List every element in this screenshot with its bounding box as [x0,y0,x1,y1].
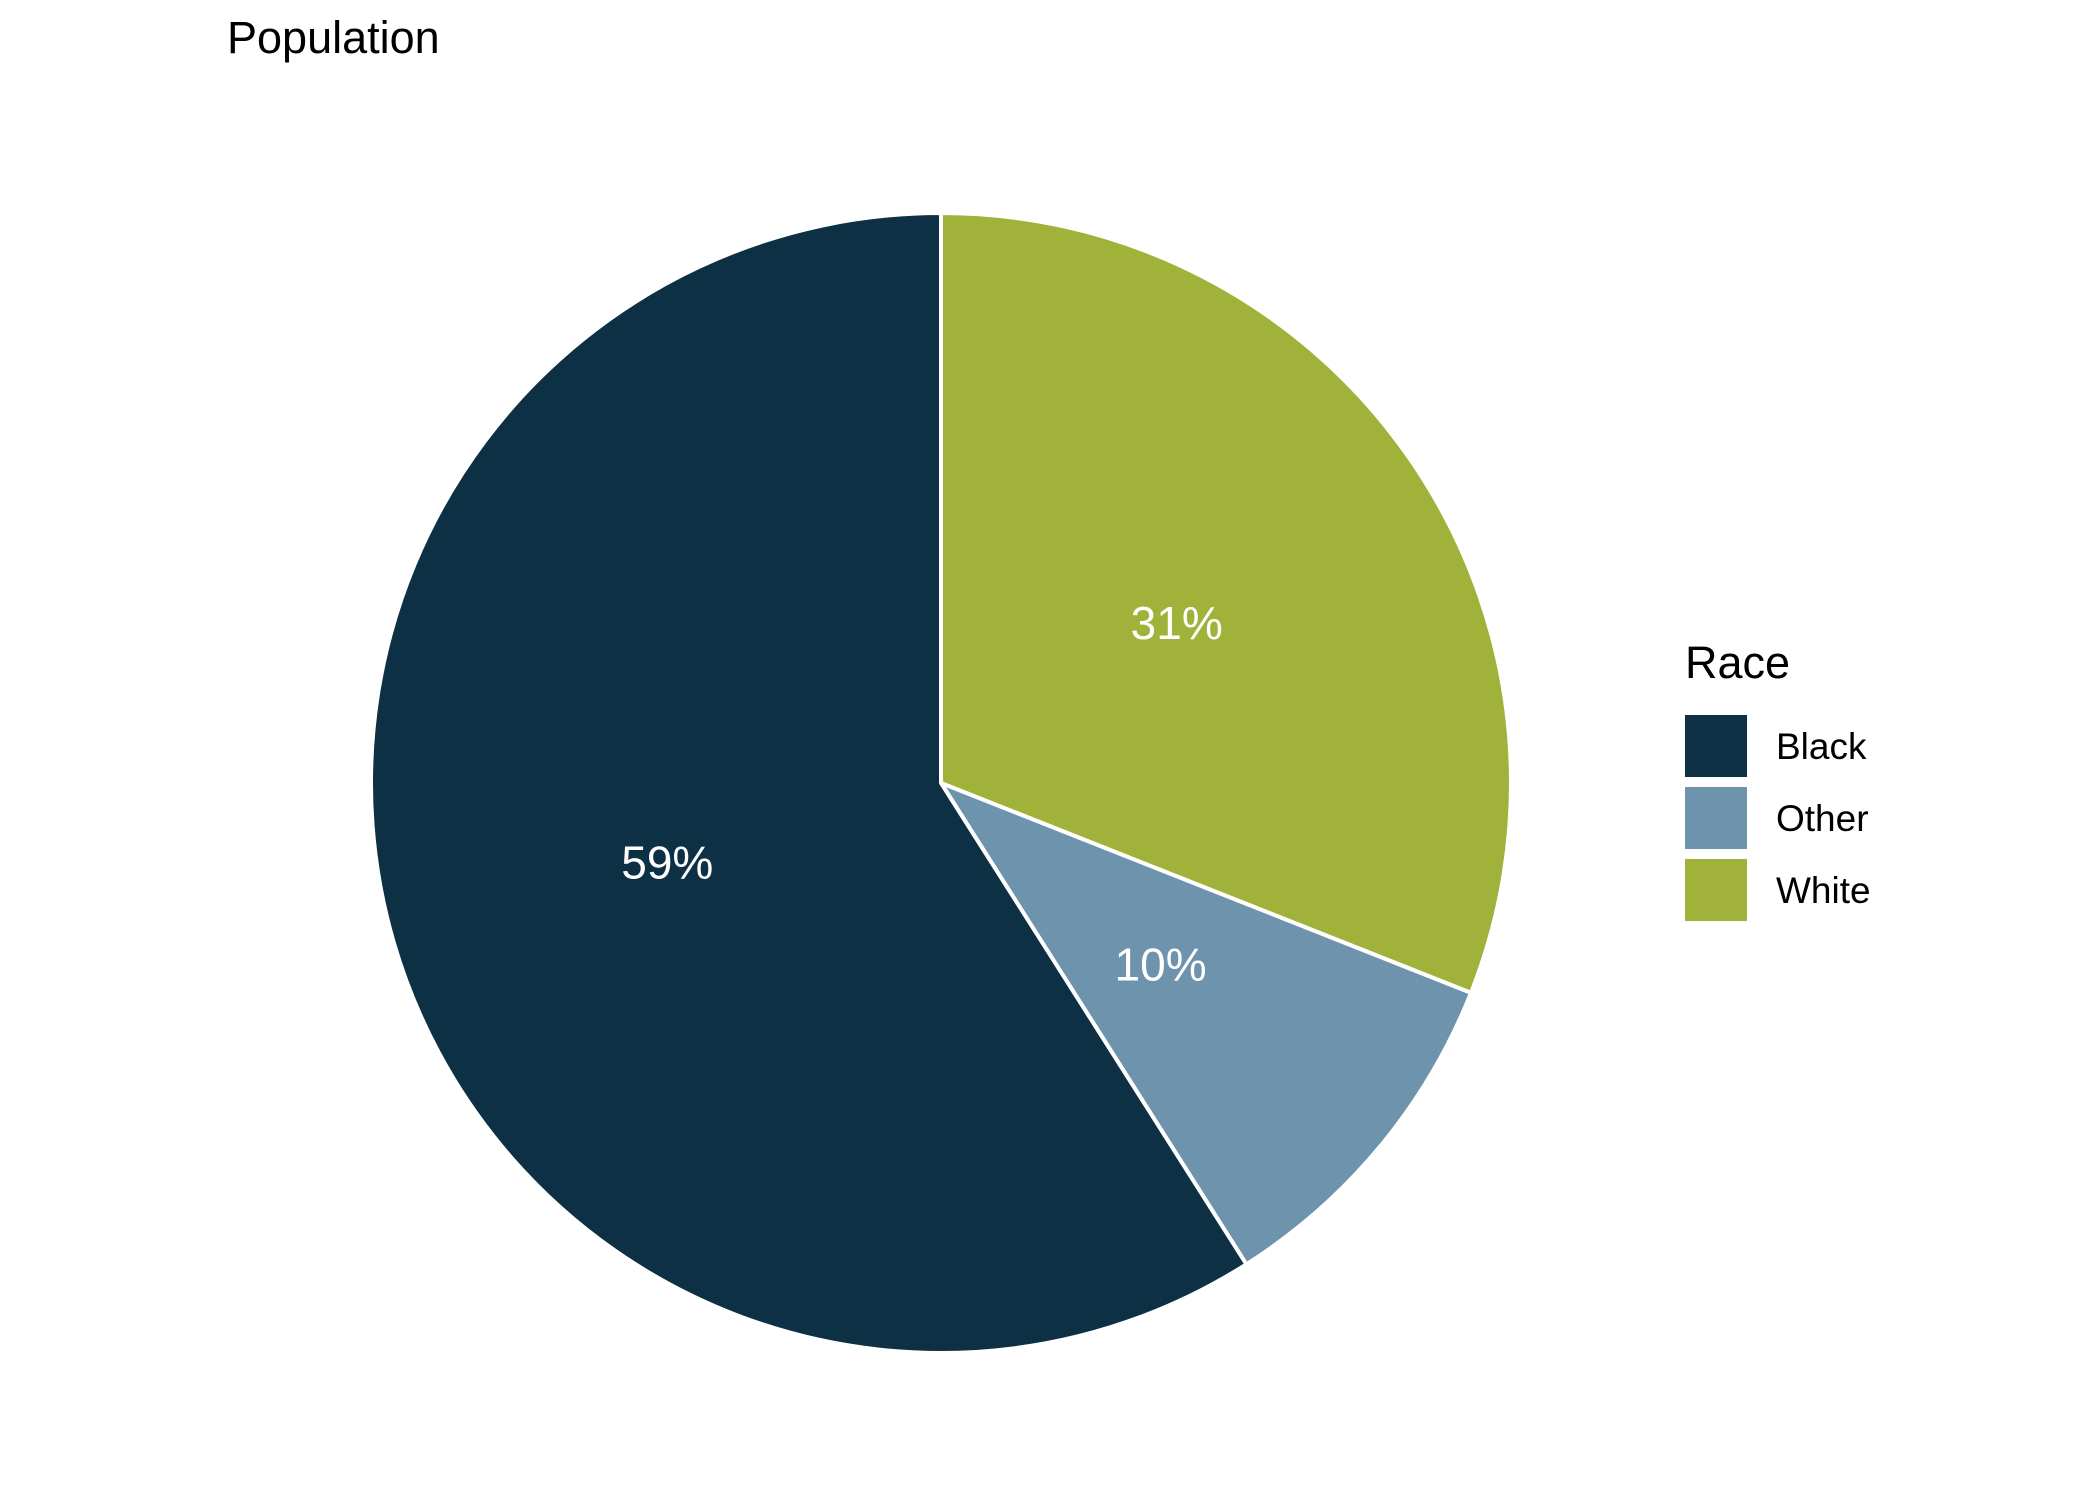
pie-slice-white [939,211,1513,995]
pie-slice-black [369,211,1249,1355]
legend-label-black: Black [1776,725,1867,767]
legend-label-other: Other [1776,797,1869,839]
legend-item-black: Black [1685,715,2065,777]
pie-value-label-white: 31% [1131,597,1223,649]
legend-title: Race [1685,637,1791,688]
legend-item-other: Other [1685,787,2065,849]
legend-swatch-black [1685,715,1747,777]
pie-value-label-black: 59% [621,837,713,889]
legend-swatch-other [1685,787,1747,849]
pie-value-label-other: 10% [1115,939,1207,991]
legend-label-white: White [1776,869,1871,911]
legend-swatch-white [1685,859,1747,921]
legend-item-white: White [1685,859,2065,921]
legend-items: Black Other White [1685,715,2065,921]
chart-title: Population [227,12,440,63]
legend: Race Black Other White [1685,640,2065,931]
pie-slice-other [939,781,1473,1267]
